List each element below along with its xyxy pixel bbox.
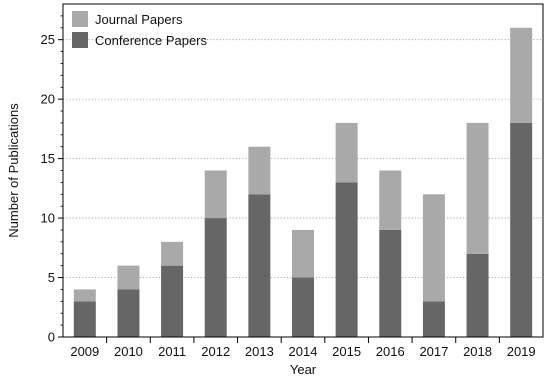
bar-conference-papers-2013 (248, 194, 271, 337)
x-axis-title: Year (290, 362, 317, 377)
bar-conference-papers-2012 (204, 218, 227, 337)
bar-journal-papers-2010 (117, 265, 140, 290)
bar-journal-papers-2012 (204, 170, 227, 219)
x-tick-label: 2015 (332, 344, 361, 359)
y-tick-label: 20 (41, 92, 55, 107)
y-tick-label: 10 (41, 211, 55, 226)
bar-conference-papers-2011 (161, 265, 184, 337)
y-axis: 0 5 10 15 20 25 (41, 15, 63, 345)
bar-conference-papers-2016 (379, 229, 402, 337)
x-tick-label: 2013 (245, 344, 274, 359)
bar-journal-papers-2017 (422, 194, 445, 302)
bars (73, 27, 533, 337)
legend-label-conference-papers: Conference Papers (95, 33, 208, 48)
bar-conference-papers-2015 (335, 182, 358, 337)
x-axis: 2009 2010 2011 2012 2013 2014 2015 2016 2017 2018… (70, 337, 536, 359)
bar-journal-papers-2011 (161, 241, 184, 266)
legend-swatch-journal-papers (72, 11, 88, 27)
legend-swatch-conference-papers (72, 32, 88, 48)
bar-journal-papers-2019 (510, 27, 533, 123)
x-tick-label: 2009 (70, 344, 99, 359)
x-tick-label: 2016 (376, 344, 405, 359)
x-tick-label: 2014 (289, 344, 318, 359)
bar-conference-papers-2017 (422, 301, 445, 337)
y-axis-title: Number of Publications (6, 103, 21, 238)
bar-conference-papers-2018 (466, 253, 489, 337)
bar-conference-papers-2019 (510, 122, 533, 337)
x-tick-label: 2011 (158, 344, 186, 359)
bar-journal-papers-2014 (292, 229, 314, 278)
bar-journal-papers-2016 (379, 170, 402, 230)
y-tick-label: 25 (41, 32, 55, 47)
x-tick-label: 2019 (507, 344, 536, 359)
legend-label-journal-papers: Journal Papers (95, 12, 183, 27)
x-tick-label: 2010 (114, 344, 143, 359)
x-tick-label: 2012 (201, 344, 230, 359)
y-tick-label: 5 (48, 270, 55, 285)
grid-lines (63, 39, 543, 278)
bar-journal-papers-2015 (335, 122, 358, 183)
x-tick-label: 2018 (463, 344, 492, 359)
legend: Journal Papers Conference Papers (72, 11, 208, 48)
y-tick-label: 0 (48, 330, 55, 345)
y-tick-label: 15 (41, 151, 55, 166)
bar-journal-papers-2018 (466, 122, 489, 254)
bar-conference-papers-2009 (73, 301, 96, 337)
bar-conference-papers-2010 (117, 289, 140, 337)
bar-conference-papers-2014 (292, 277, 314, 337)
x-tick-label: 2017 (419, 344, 448, 359)
bar-journal-papers-2009 (73, 289, 96, 302)
bar-journal-papers-2013 (248, 146, 271, 195)
